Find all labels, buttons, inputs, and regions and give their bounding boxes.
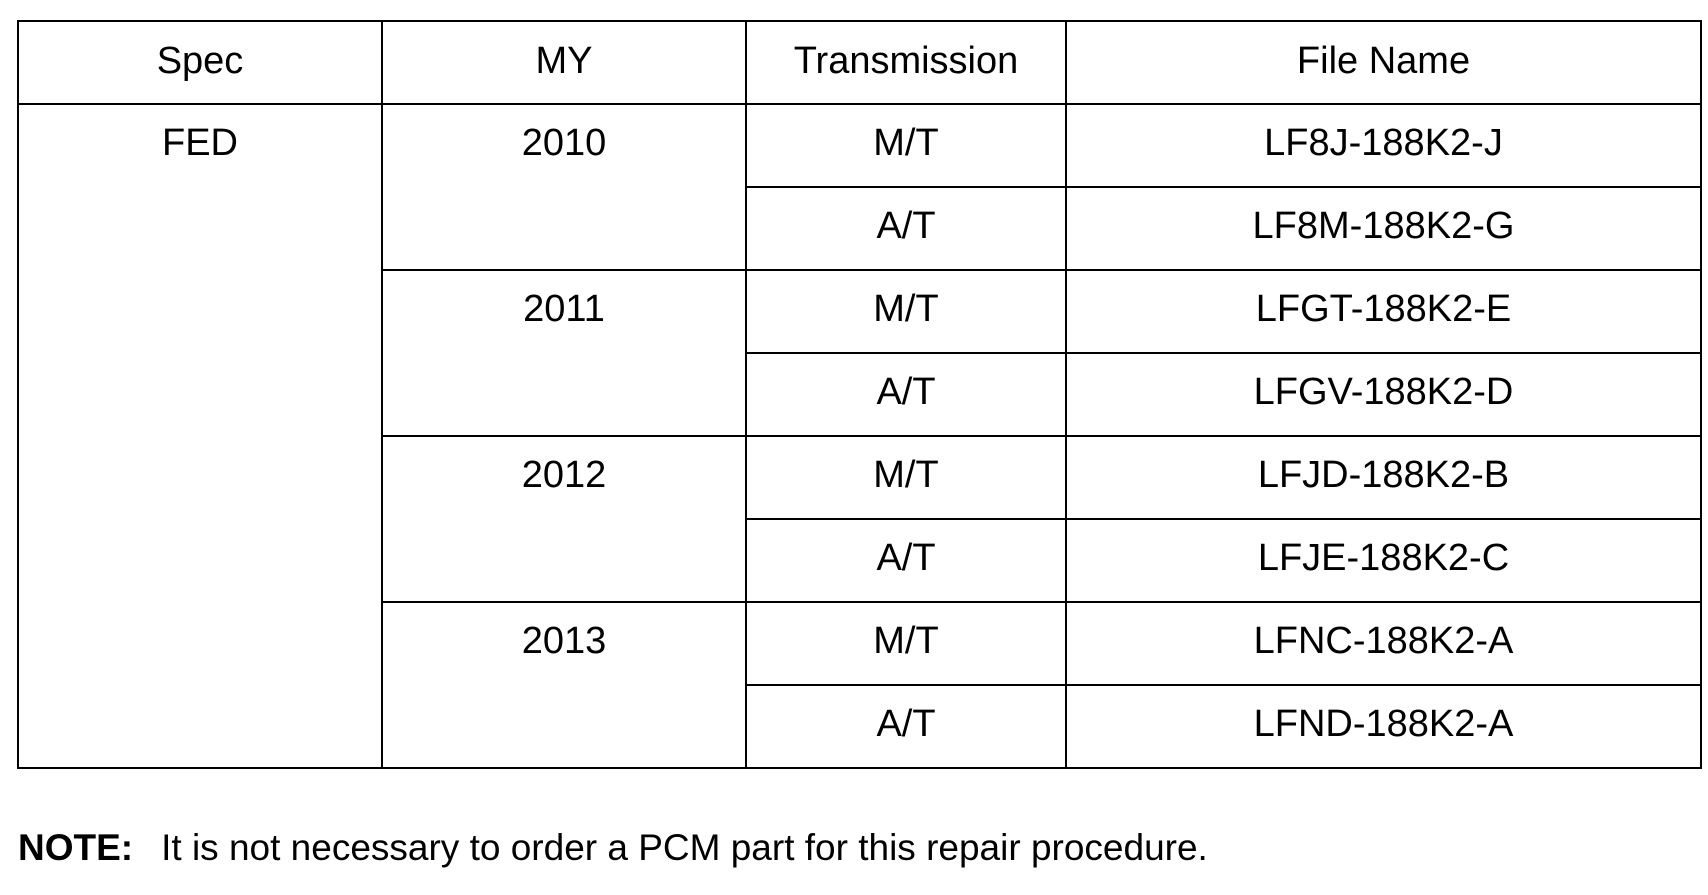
header-file-name: File Name bbox=[1065, 20, 1702, 105]
table-row: FED 2010 M/T LF8J-188K2-J bbox=[17, 103, 1702, 769]
cell-spec: FED bbox=[17, 103, 383, 769]
header-my: MY bbox=[381, 20, 747, 105]
cell-transmission: M/T bbox=[745, 435, 1067, 520]
cell-file-name: LFND-188K2-A bbox=[1065, 684, 1702, 769]
cell-file-name: LF8J-188K2-J bbox=[1065, 103, 1702, 188]
cell-transmission: A/T bbox=[745, 684, 1067, 769]
table-row: 2013 M/T LFNC-188K2-A bbox=[18, 601, 1702, 769]
table-row: A/T LFGV-188K2-D bbox=[18, 352, 1702, 437]
cell-file-name: LFNC-188K2-A bbox=[1065, 601, 1702, 686]
cell-file-name: LFJD-188K2-B bbox=[1065, 435, 1702, 520]
table-header-row: Spec MY Transmission File Name bbox=[17, 20, 1702, 105]
header-transmission: Transmission bbox=[745, 20, 1067, 105]
cell-my: 2013 bbox=[381, 601, 747, 769]
note-text: It is not necessary to order a PCM part … bbox=[161, 827, 1208, 868]
cell-my: 2010 bbox=[381, 103, 747, 271]
cell-transmission: M/T bbox=[745, 269, 1067, 354]
table-row: 2011 M/T LFGT-188K2-E bbox=[18, 269, 1702, 437]
table-row: A/T LF8M-188K2-G bbox=[18, 186, 1702, 271]
cell-my: 2012 bbox=[381, 435, 747, 603]
note: NOTE: It is not necessary to order a PCM … bbox=[18, 826, 1208, 870]
cell-file-name: LFGV-188K2-D bbox=[1065, 352, 1702, 437]
cell-transmission: A/T bbox=[745, 186, 1067, 271]
header-spec: Spec bbox=[17, 20, 383, 105]
cell-file-name: LFJE-188K2-C bbox=[1065, 518, 1702, 603]
note-label: NOTE: bbox=[18, 827, 134, 868]
table-row: 2012 M/T LFJD-188K2-B bbox=[18, 435, 1702, 603]
cell-file-name: LF8M-188K2-G bbox=[1065, 186, 1702, 271]
file-name-table: Spec MY Transmission File Name FED 2010 … bbox=[17, 20, 1702, 769]
cell-transmission: M/T bbox=[745, 601, 1067, 686]
cell-transmission: A/T bbox=[745, 352, 1067, 437]
cell-file-name: LFGT-188K2-E bbox=[1065, 269, 1702, 354]
cell-transmission: A/T bbox=[745, 518, 1067, 603]
cell-my: 2011 bbox=[381, 269, 747, 437]
table-row: A/T LFND-188K2-A bbox=[18, 684, 1702, 769]
table-row: A/T LFJE-188K2-C bbox=[18, 518, 1702, 603]
cell-transmission: M/T bbox=[745, 103, 1067, 188]
